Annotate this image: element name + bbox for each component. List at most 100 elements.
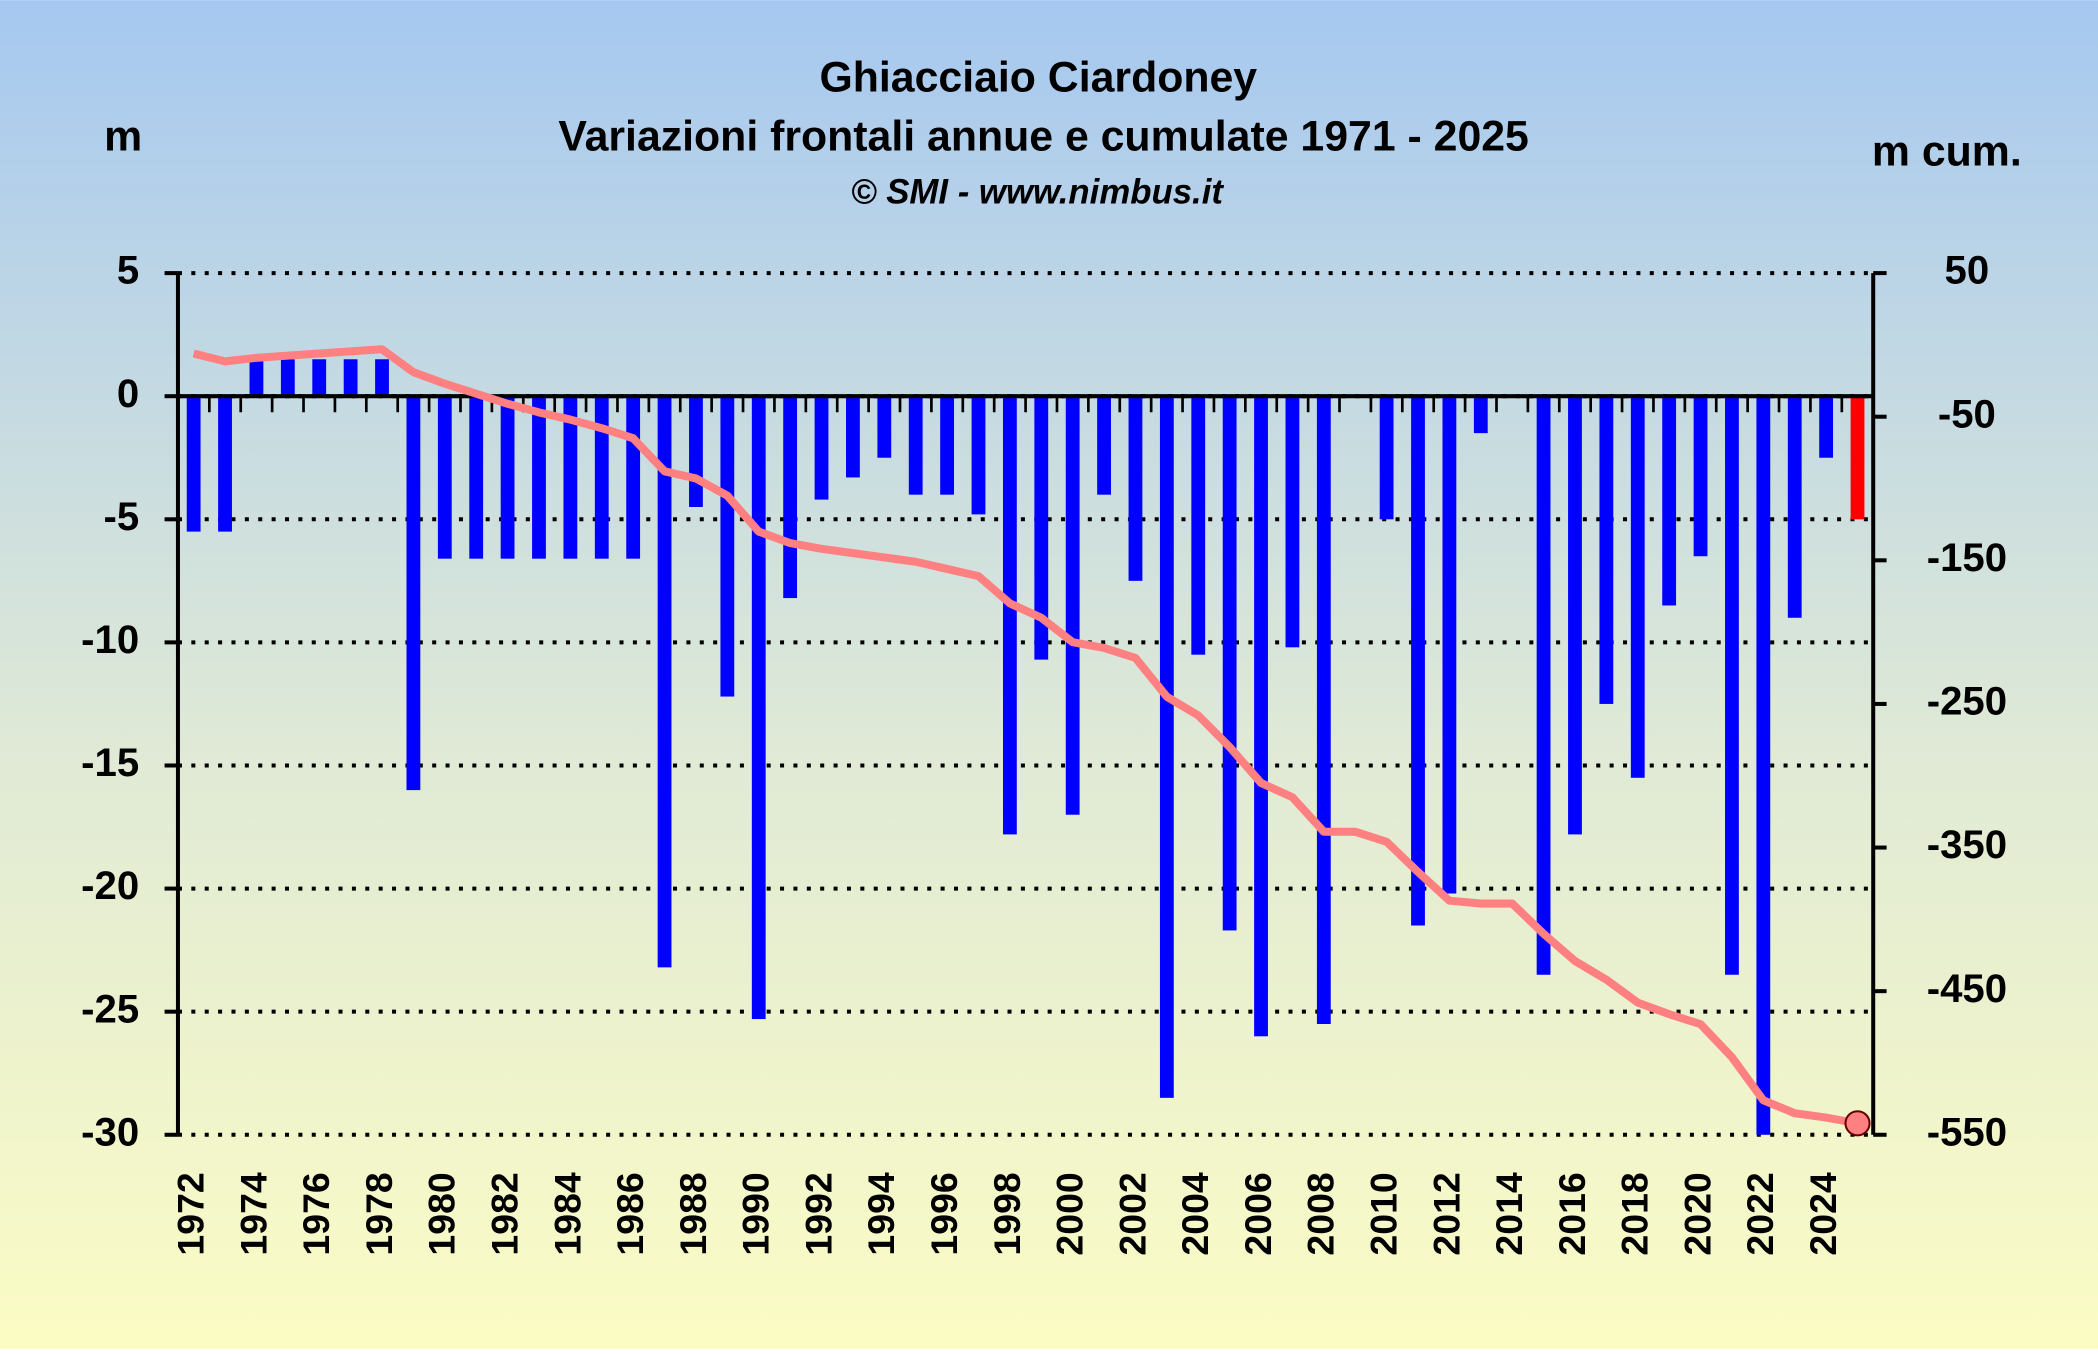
bar	[1159, 396, 1174, 1098]
cumulative-line	[192, 345, 1859, 1128]
bar	[1725, 396, 1739, 975]
bar	[469, 396, 484, 559]
x-tick-label: 1986	[609, 1172, 651, 1255]
x-tick-label: 2008	[1300, 1172, 1342, 1255]
x-tick-label: 2002	[1111, 1172, 1153, 1255]
bar	[908, 396, 923, 495]
bar	[1568, 396, 1582, 835]
y2-tick-label: -450	[1927, 966, 2007, 1011]
y2-tick-label: -550	[1927, 1109, 2007, 1154]
bar	[1473, 396, 1488, 434]
bar	[1819, 396, 1834, 458]
x-tick-label: 2012	[1425, 1172, 1467, 1255]
y2-tick-label: -250	[1927, 679, 2007, 724]
bar	[1128, 396, 1143, 581]
x-tick-label: 1994	[860, 1172, 902, 1255]
y-tick-label: -30	[81, 1109, 139, 1154]
bar	[1097, 396, 1111, 495]
bar	[500, 396, 515, 559]
x-tick-label: 1988	[672, 1172, 714, 1255]
bar	[1536, 396, 1551, 975]
y-tick-label: -20	[81, 863, 139, 908]
x-tick-label: 2006	[1237, 1172, 1279, 1255]
bar	[1065, 396, 1080, 815]
bar	[1285, 396, 1300, 648]
bar	[1630, 396, 1645, 778]
y-axis-label: m	[104, 113, 142, 161]
bar	[751, 396, 766, 1020]
x-tick-label: 2014	[1488, 1172, 1530, 1255]
chart-subtitle: Variazioni frontali annue e cumulate 197…	[558, 113, 1528, 161]
bar	[594, 396, 609, 559]
x-tick-label: 2000	[1049, 1172, 1091, 1255]
bar	[1787, 396, 1802, 618]
end-marker	[1844, 1110, 1871, 1137]
y2-tick-label: 50	[1945, 248, 1990, 293]
bar	[1756, 396, 1771, 1135]
bar	[1191, 396, 1206, 655]
bar	[814, 396, 829, 500]
x-tick-label: 2010	[1363, 1172, 1405, 1255]
x-tick-label: 1978	[358, 1172, 400, 1255]
x-tick-label: 1996	[923, 1172, 965, 1255]
x-tick-label: 1980	[421, 1172, 463, 1255]
bar	[312, 359, 327, 397]
bar	[1222, 396, 1237, 931]
x-tick-label: 2018	[1614, 1172, 1656, 1255]
x-tick-label: 2022	[1739, 1172, 1781, 1255]
y-tick-label: -10	[81, 617, 139, 662]
bar	[940, 396, 955, 495]
x-tick-label: 1976	[295, 1172, 337, 1255]
y-tick-label: 5	[117, 248, 139, 293]
x-tick-label: 2024	[1802, 1172, 1844, 1255]
y2-axis-label: m cum.	[1872, 127, 2022, 175]
bar	[1442, 396, 1457, 894]
y-tick-label: -15	[81, 740, 139, 785]
y-tick-label: -25	[81, 986, 139, 1031]
x-tick-label: 1974	[232, 1172, 274, 1255]
x-tick-label: 1998	[986, 1172, 1028, 1255]
bar	[1034, 396, 1049, 660]
bar	[375, 359, 389, 397]
bar	[343, 359, 358, 397]
y-tick-label: -5	[103, 494, 139, 539]
y2-tick-label: -150	[1927, 535, 2007, 580]
bar	[657, 396, 672, 968]
credit: © SMI - www.nimbus.it	[851, 173, 1224, 211]
chart-title: Ghiacciaio Ciardoney	[819, 54, 1257, 102]
bar	[437, 396, 452, 559]
bar	[877, 396, 892, 458]
bar	[1662, 396, 1677, 606]
bar	[689, 396, 703, 507]
bar	[971, 396, 986, 515]
bar	[783, 396, 798, 599]
x-tick-label: 1992	[797, 1172, 839, 1255]
bar	[186, 396, 201, 532]
x-tick-label: 1984	[546, 1172, 588, 1255]
bar	[563, 396, 578, 559]
bar	[1002, 396, 1017, 835]
x-tick-label: 2020	[1676, 1172, 1718, 1255]
x-tick-label: 1982	[483, 1172, 525, 1255]
y2-tick-label: -50	[1938, 391, 1996, 436]
x-tick-label: 1972	[170, 1172, 212, 1255]
bar	[1411, 396, 1425, 926]
x-tick-label: 2004	[1174, 1172, 1216, 1255]
bar	[1379, 396, 1394, 520]
bar	[1316, 396, 1331, 1024]
bar	[846, 396, 860, 478]
bar	[1850, 396, 1865, 520]
bar	[406, 396, 421, 791]
bar	[280, 359, 295, 397]
y-tick-label: 0	[117, 371, 139, 416]
bar	[720, 396, 735, 697]
x-tick-label: 1990	[735, 1172, 777, 1255]
bar	[626, 396, 641, 559]
y2-tick-label: -350	[1927, 822, 2007, 867]
bar	[1693, 396, 1708, 557]
bar	[1599, 396, 1614, 704]
x-tick-label: 2016	[1551, 1172, 1593, 1255]
bar	[249, 359, 264, 397]
